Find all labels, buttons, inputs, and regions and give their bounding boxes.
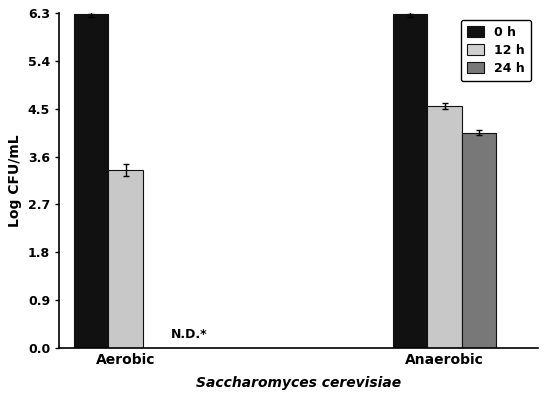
- Bar: [108, 170, 143, 348]
- Bar: [428, 106, 462, 348]
- Legend: 0 h, 12 h, 24 h: 0 h, 12 h, 24 h: [461, 20, 531, 81]
- X-axis label: Saccharomyces cerevisiae: Saccharomyces cerevisiae: [196, 376, 401, 390]
- Bar: [74, 14, 108, 348]
- Y-axis label: Log CFU/mL: Log CFU/mL: [8, 134, 22, 227]
- Bar: [462, 133, 496, 348]
- Bar: [393, 14, 428, 348]
- Text: N.D.*: N.D.*: [171, 328, 207, 341]
